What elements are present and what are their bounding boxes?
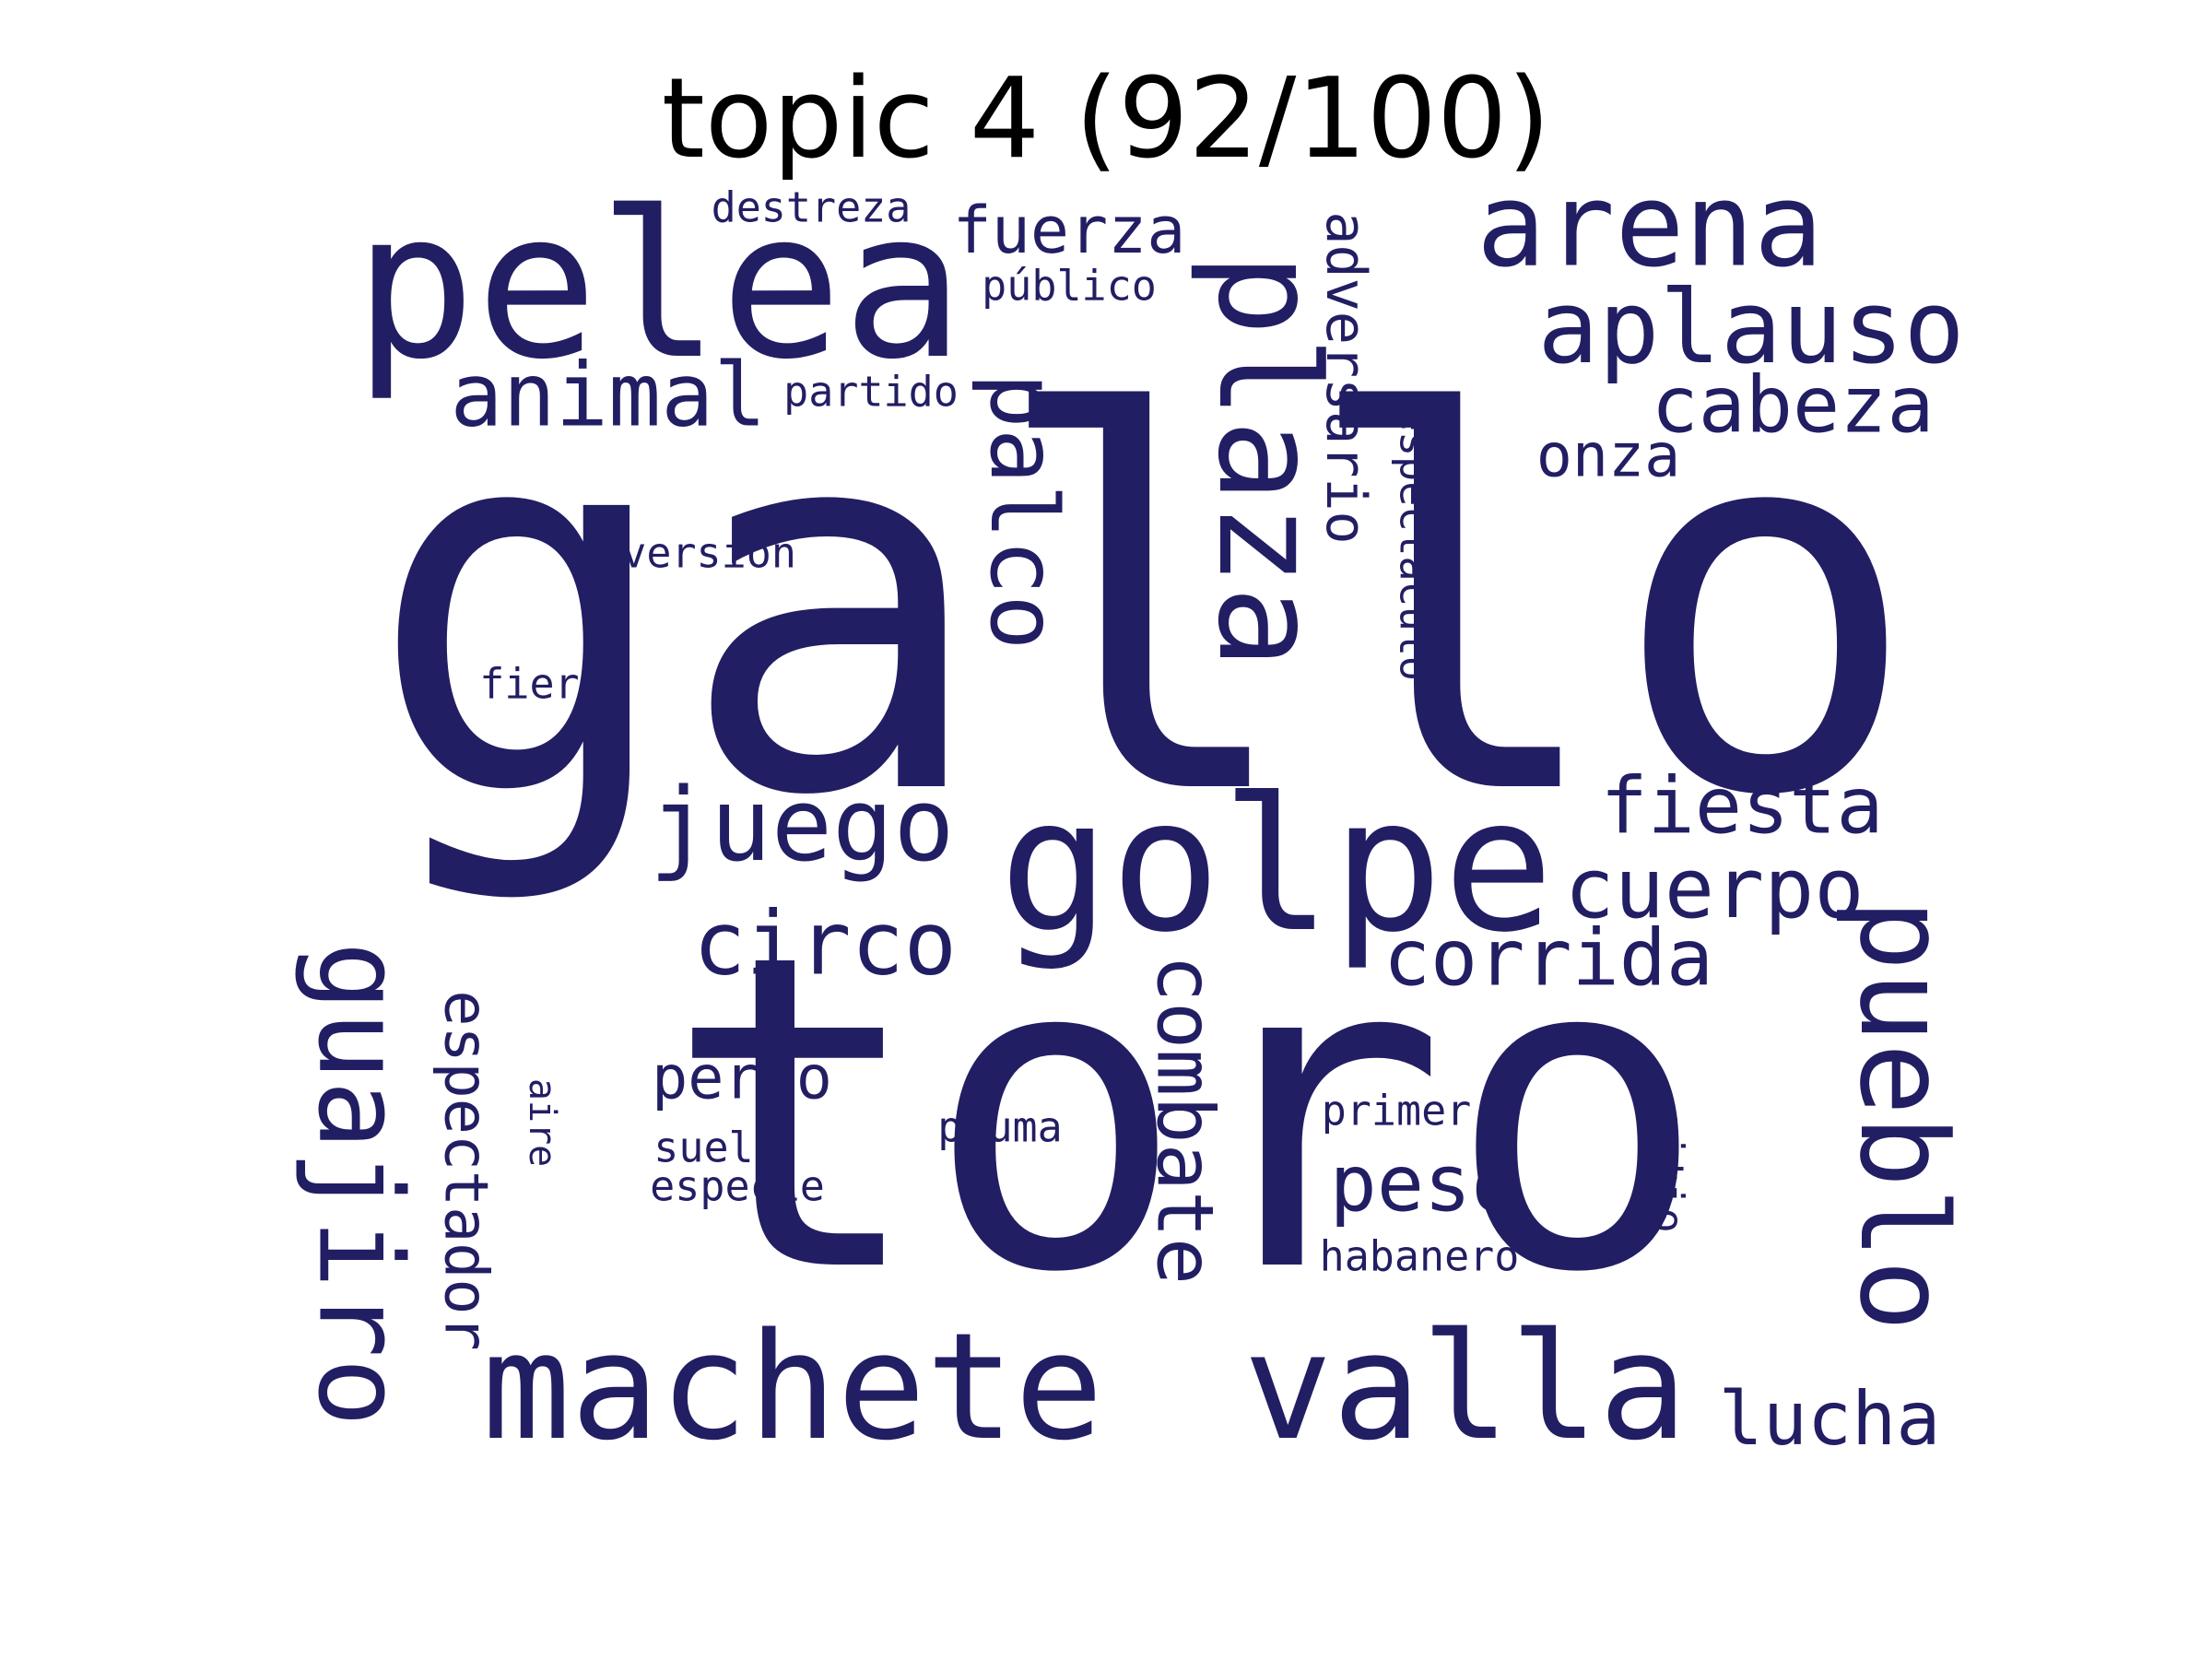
word-aire: aire: [521, 1077, 563, 1168]
word-fiesta: fiesta: [1600, 760, 1884, 853]
word-diversion: diversión: [571, 528, 796, 578]
word-fiera: fiera: [479, 659, 605, 709]
word-adversario: adversario: [1313, 211, 1378, 545]
word-circo: circo: [693, 893, 957, 995]
word-espectaculo: espectáculo: [1390, 406, 1440, 682]
word-animal: animal: [450, 345, 767, 447]
chart-title: topic 4 (92/100): [661, 55, 1551, 183]
word-onza: onza: [1535, 421, 1681, 491]
word-machete: machete: [481, 1300, 1104, 1473]
word-primer: primer: [1321, 1086, 1472, 1135]
word-perro: perro: [652, 1043, 832, 1113]
word-pelea: pelea: [353, 168, 965, 404]
word-cabeza: cabeza: [1651, 359, 1935, 452]
word-publico: público: [982, 261, 1157, 311]
word-lucha: lucha: [1718, 1376, 1941, 1462]
word-especie: especie: [650, 1161, 825, 1211]
word-espectador: espectador: [430, 990, 500, 1351]
word-pueblo: pueblo: [1833, 899, 1973, 1332]
word-juego: juego: [649, 766, 955, 884]
word-sitio: sitio: [1643, 1108, 1693, 1233]
word-golpe: golpe: [998, 759, 1555, 973]
word-fuerza: fuerza: [952, 193, 1186, 268]
word-guajiro: guajiro: [292, 941, 427, 1428]
word-arena: arena: [1476, 159, 1824, 293]
word-partido: partido: [783, 367, 959, 417]
word-cuerpo: cuerpo: [1564, 841, 1865, 937]
word-suelo: suelo: [653, 1123, 779, 1172]
word-corrida: corrida: [1382, 912, 1714, 1005]
word-toro: toro: [665, 863, 1708, 1367]
word-valla: valla: [1243, 1300, 1688, 1473]
word-peso: peso: [1329, 1138, 1519, 1230]
word-combate: combate: [1138, 954, 1230, 1286]
word-pluma: pluma: [937, 1102, 1063, 1152]
word-palco: palco: [970, 372, 1077, 651]
word-habanero: habanero: [1319, 1231, 1520, 1281]
word-gallo: gallo: [367, 308, 1921, 909]
word-destreza: destreza: [711, 182, 912, 232]
word-aplauso: aplauso: [1537, 268, 1965, 386]
